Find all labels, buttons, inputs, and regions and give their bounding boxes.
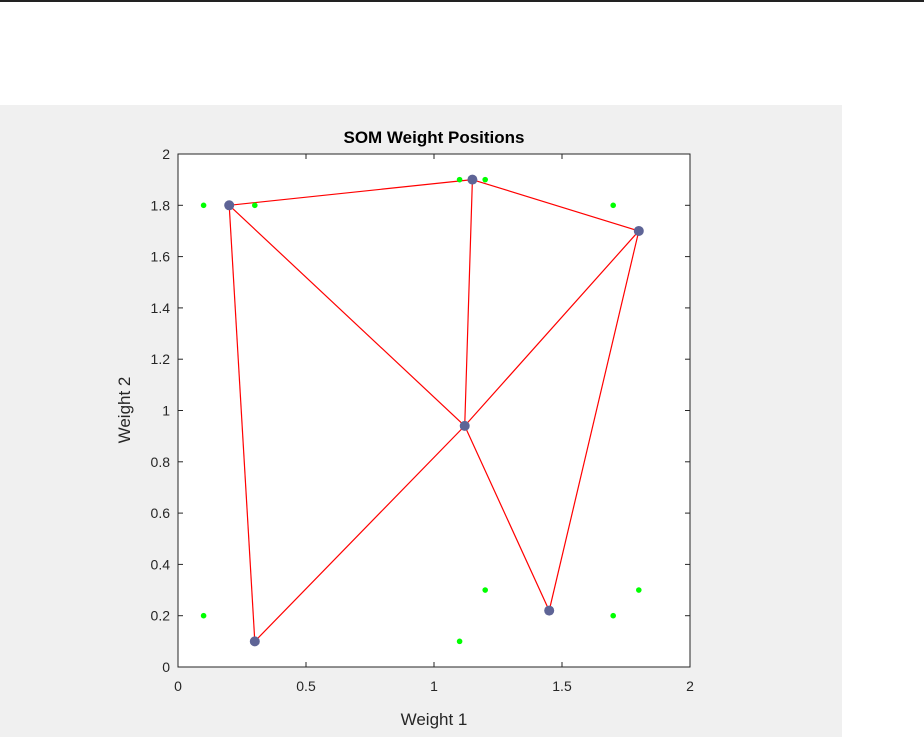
input-point — [636, 587, 642, 593]
neuron-link — [464, 179, 473, 426]
y-tick-labels: 0 0.2 0.4 0.6 0.8 1 1.2 1.4 1.6 1.8 2 — [151, 146, 171, 675]
neuron-point — [249, 636, 260, 647]
y-tick-label: 0.6 — [151, 505, 171, 521]
y-tick-label: 2 — [162, 146, 170, 162]
neuron-link — [228, 204, 466, 427]
x-tick-label: 0 — [174, 678, 182, 694]
neuron-link — [464, 230, 640, 427]
input-point — [456, 638, 463, 645]
axes-box — [177, 153, 691, 668]
y-axis-label: Weight 2 — [115, 377, 134, 444]
input-point — [482, 176, 489, 183]
chart-title: SOM Weight Positions — [343, 128, 524, 147]
y-tick-label: 0.2 — [151, 608, 171, 624]
y-tick-label: 0.4 — [151, 556, 171, 572]
x-tick-label: 1 — [430, 678, 438, 694]
neuron-link — [228, 205, 256, 642]
y-tick-label: 1.4 — [151, 300, 171, 316]
x-tick-labels: 0 0.5 1 1.5 2 — [174, 678, 694, 694]
neuron-link — [254, 425, 466, 642]
input-point — [252, 202, 258, 209]
y-tick-label: 1.2 — [151, 351, 171, 367]
y-tick-label: 0.8 — [151, 454, 171, 470]
input-point — [200, 612, 207, 619]
neuron-link — [464, 425, 550, 611]
input-point — [482, 587, 489, 593]
neuron-link — [548, 230, 640, 611]
input-point — [456, 176, 463, 183]
input-point — [610, 612, 616, 619]
neuron-links — [228, 179, 640, 642]
neuron-point — [633, 225, 644, 236]
y-tick-label: 1.8 — [151, 197, 171, 213]
neuron-point — [224, 200, 235, 211]
x-tick-label: 1.5 — [552, 678, 572, 694]
neuron-points — [224, 174, 644, 647]
neuron-point — [544, 605, 555, 616]
x-tick-label: 0.5 — [296, 678, 316, 694]
neuron-link — [472, 179, 639, 232]
neuron-link — [229, 179, 473, 206]
y-tick-label: 1.6 — [151, 249, 171, 265]
x-tick-label: 2 — [686, 678, 694, 694]
input-points — [200, 176, 642, 645]
neuron-point — [467, 174, 478, 185]
input-point — [610, 202, 616, 209]
y-tick-label: 1 — [162, 403, 170, 419]
input-point — [200, 202, 207, 209]
x-axis-label: Weight 1 — [401, 710, 468, 729]
tick-marks — [177, 153, 691, 668]
y-tick-label: 0 — [162, 659, 170, 675]
top-border — [0, 0, 924, 2]
neuron-point — [459, 420, 470, 431]
